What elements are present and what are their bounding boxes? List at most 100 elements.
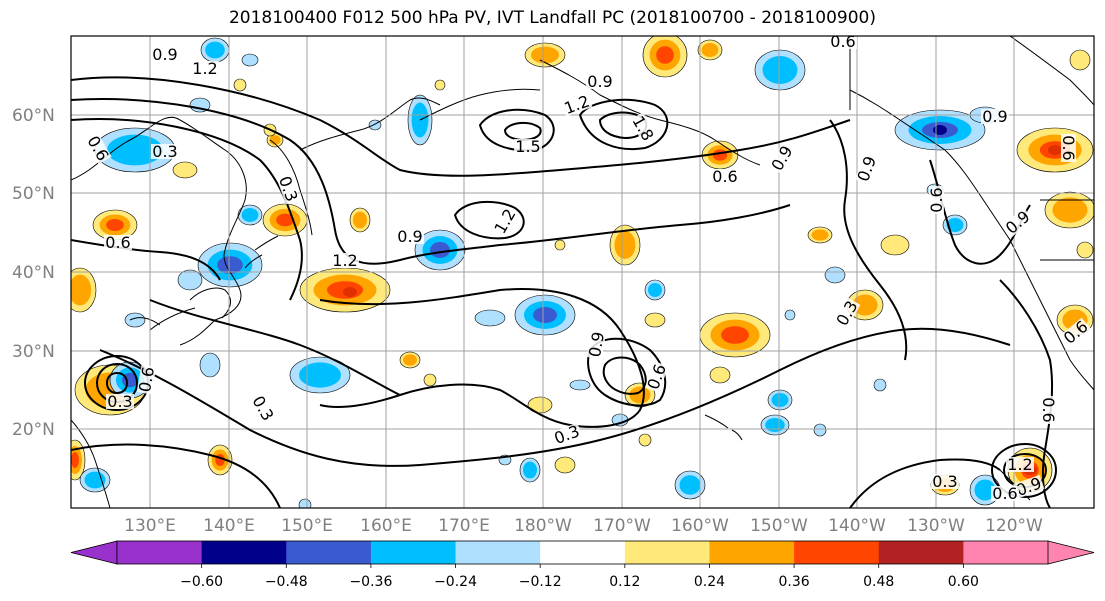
positive-pv-patch bbox=[638, 433, 652, 447]
map-frame bbox=[70, 35, 1095, 509]
colorbar-swatch bbox=[455, 541, 541, 564]
negative-pv-patch bbox=[217, 256, 243, 274]
contour-low-b bbox=[578, 98, 669, 150]
contour-label-bg bbox=[331, 253, 359, 268]
contour-label: 1.2 bbox=[331, 251, 359, 270]
lon-label: 160°E bbox=[360, 516, 412, 536]
colorbar-swatch bbox=[370, 541, 457, 564]
contour-mid-pacific-core bbox=[602, 356, 647, 395]
contour-label-bg bbox=[396, 229, 424, 244]
positive-pv-patch bbox=[1069, 49, 1091, 71]
lon-label: 140°W bbox=[828, 516, 886, 536]
colorbar-tick-label: −0.60 bbox=[180, 574, 223, 590]
coastline-gulf-of-alaska bbox=[849, 89, 1094, 391]
coastline-alaska bbox=[419, 59, 761, 166]
contour-label-bg bbox=[829, 36, 857, 49]
coastline-kuril-islands bbox=[244, 235, 279, 269]
contour-label: 0.6 bbox=[104, 233, 132, 252]
contour-label-bg bbox=[1006, 457, 1034, 472]
positive-pv-patch bbox=[172, 161, 198, 179]
lon-label: 120°W bbox=[985, 516, 1043, 536]
contour-label-text: 0.3 bbox=[932, 472, 957, 491]
contour-mid-pacific-inner bbox=[587, 337, 667, 407]
contour-label-bg bbox=[629, 112, 657, 145]
lat-label: 50°N bbox=[12, 184, 55, 204]
colorbar-swatch bbox=[709, 541, 795, 564]
positive-pv-patch bbox=[811, 229, 829, 241]
negative-pv-patch bbox=[205, 41, 225, 59]
positive-pv-patch bbox=[1052, 197, 1088, 223]
lon-label: 130°E bbox=[124, 516, 176, 536]
positive-pv-patch bbox=[106, 219, 124, 231]
contour-label-text: 0.6 bbox=[992, 484, 1017, 503]
negative-pv-patch bbox=[784, 309, 796, 321]
contour-label-bg bbox=[586, 329, 607, 360]
contour-label-bg bbox=[561, 92, 593, 117]
coastline-philippines bbox=[71, 419, 111, 508]
contour-label-bg bbox=[768, 142, 796, 175]
colorbar-extend-max bbox=[1047, 540, 1095, 565]
colorbar bbox=[70, 540, 1095, 565]
positive-pv-patch bbox=[434, 79, 446, 91]
contour-south-2 bbox=[149, 299, 401, 396]
negative-pv-patch bbox=[873, 378, 887, 392]
contour-south-broad bbox=[99, 327, 1011, 467]
colorbar-swatch bbox=[794, 541, 880, 564]
positive-pv-patch bbox=[531, 46, 559, 64]
contour-label: 0.9 bbox=[981, 107, 1009, 126]
contour-label-bg bbox=[854, 153, 879, 185]
positive-pv-patch bbox=[276, 213, 294, 227]
negative-pv-patch bbox=[974, 479, 996, 501]
longitude-labels: 130°E 140°E 150°E 160°E 170°E 180°W 170°W 160°W… bbox=[124, 516, 1043, 536]
lon-label: 180°W bbox=[514, 516, 572, 536]
lon-label: 140°E bbox=[203, 516, 255, 536]
contour-label: 0.9 bbox=[586, 72, 614, 91]
negative-pv-patch bbox=[199, 352, 221, 378]
contour-label: 0.3 bbox=[106, 392, 134, 411]
contour-layer bbox=[71, 76, 1058, 508]
contour-label-bg bbox=[491, 205, 519, 238]
contour-label-text: 0.6 bbox=[105, 233, 130, 252]
contour-label-bg bbox=[106, 394, 134, 409]
contour-label-text: 0.6 bbox=[712, 167, 737, 186]
contour-label-bg bbox=[191, 61, 219, 76]
colorbar-tick-label: −0.36 bbox=[349, 574, 392, 590]
negative-pv-patch bbox=[762, 56, 798, 84]
negative-pv-patch bbox=[765, 418, 785, 432]
contour-label-text: 1.2 bbox=[1007, 455, 1032, 474]
coastline-kamchatka bbox=[269, 97, 441, 236]
colorbar-swatch bbox=[624, 541, 710, 564]
colorbar-swatch bbox=[878, 541, 964, 564]
contour-label-bg bbox=[151, 47, 179, 62]
contour-label-bg bbox=[1061, 134, 1076, 162]
lon-label: 160°W bbox=[671, 516, 729, 536]
contour-label-text: 1.2 bbox=[332, 251, 357, 270]
contour-label-bg bbox=[104, 235, 132, 250]
colorbar-labels: −0.60 −0.48 −0.36 −0.24 −0.12 0.12 0.24 0.36 0.4… bbox=[180, 564, 979, 590]
contour-label-text: 0.6 bbox=[1059, 135, 1078, 160]
positive-pv-patch bbox=[629, 386, 651, 404]
contour-low-a-inner bbox=[503, 122, 542, 142]
positive-pv-patch bbox=[656, 46, 674, 64]
contour-labels: 0.91.20.6 0.30.60.31.20.91.51.20.91.80.60… bbox=[83, 36, 1092, 503]
contour-label: 1.2 bbox=[1006, 455, 1034, 474]
positive-pv-patch bbox=[880, 234, 910, 256]
contour-label-bg bbox=[151, 144, 179, 159]
contour-label-bg bbox=[276, 173, 301, 205]
negative-pv-patch bbox=[298, 498, 312, 508]
contour-label-text: 1.5 bbox=[515, 137, 540, 156]
contour-label-bg bbox=[929, 186, 944, 214]
contour-label: 0.3 bbox=[931, 472, 959, 491]
contour-label-bg bbox=[931, 474, 959, 489]
colorbar-extend-min bbox=[70, 540, 118, 565]
contour-label-text: 0.3 bbox=[107, 392, 132, 411]
contour-label-bg bbox=[586, 74, 614, 89]
contour-label: 0.9 bbox=[585, 329, 608, 360]
positive-pv-patch bbox=[233, 78, 247, 92]
contour-label-text: 0.6 bbox=[927, 187, 946, 212]
negative-pv-patch bbox=[124, 312, 146, 328]
positive-pv-patch bbox=[701, 43, 719, 57]
negative-pv-patch bbox=[241, 53, 259, 67]
negative-pv-patch bbox=[824, 266, 846, 284]
